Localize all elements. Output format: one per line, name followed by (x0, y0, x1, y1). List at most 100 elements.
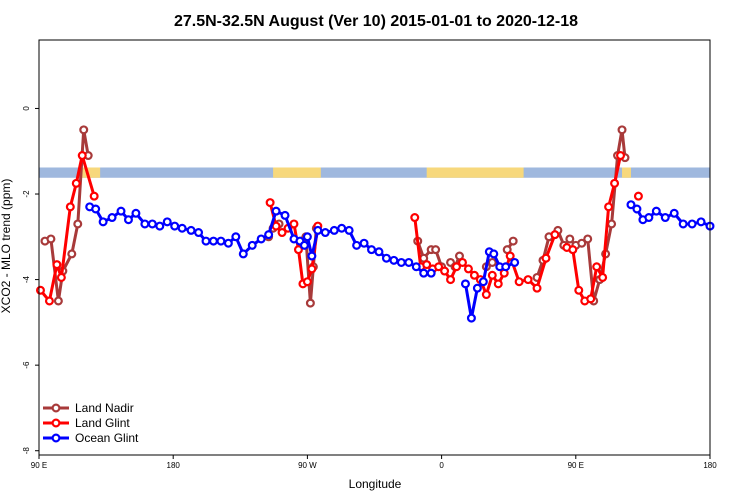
land-glint-point (505, 251, 515, 261)
land-glint-point (452, 262, 462, 272)
land-glint-point (271, 221, 281, 231)
y-tick-label: 0 (22, 106, 31, 111)
x-tick-label: 180 (167, 461, 181, 470)
ocean-glint-point (678, 219, 688, 229)
ocean-glint-point (177, 223, 187, 233)
land-glint-point (592, 262, 602, 272)
land-glint-point (65, 202, 75, 212)
ocean-glint-point (344, 225, 354, 235)
ocean-glint-point (489, 249, 499, 259)
ocean-glint-point (367, 245, 377, 255)
ocean-glint-point (466, 313, 476, 323)
ocean-glint-point (98, 217, 108, 227)
ocean-glint-point (216, 236, 226, 246)
land-nadir-point (607, 219, 617, 229)
ocean-glint-point (271, 206, 281, 216)
legend-land-glint-label: Land Glint (75, 416, 130, 430)
land-glint-point (610, 178, 620, 188)
ocean-glint-point (162, 217, 172, 227)
land-band-1 (273, 167, 321, 178)
land-nadir-point (67, 249, 77, 259)
legend-land-nadir-label: Land Nadir (75, 401, 134, 415)
ocean-glint-point (359, 238, 369, 248)
ocean-glint-point (510, 257, 520, 267)
x-axis: 90 E 180 90 W 0 90 E 180 (31, 455, 717, 470)
ocean-glint-point (91, 204, 101, 214)
ocean-glint-point (116, 206, 126, 216)
land-glint-point (550, 230, 560, 240)
ocean-glint-point (223, 238, 233, 248)
ocean-glint-point (140, 219, 150, 229)
land-nadir-point (583, 234, 593, 244)
land-glint-point (410, 213, 420, 223)
chart-title: 27.5N-32.5N August (Ver 10) 2015-01-01 t… (174, 13, 578, 30)
ocean-glint-point (208, 236, 218, 246)
ocean-glint-point (186, 225, 196, 235)
land-glint-point (422, 260, 432, 270)
land-glint-point (514, 277, 524, 287)
land-glint-point (532, 283, 542, 293)
ocean-glint-point (374, 247, 384, 257)
land-nadir-point (508, 236, 518, 246)
land-nadir-point (617, 125, 627, 135)
y-tick-label: -2 (22, 190, 31, 198)
land-glint-point (77, 151, 87, 161)
land-glint-point (463, 264, 473, 274)
land-glint-point (44, 296, 54, 306)
ocean-glint-point (320, 228, 330, 238)
land-glint-point (71, 178, 81, 188)
ocean-glint-point (352, 240, 362, 250)
land-glint-point (265, 198, 275, 208)
ocean-glint-point (299, 240, 309, 250)
land-mask-band (39, 167, 710, 178)
y-tick-label: -4 (22, 275, 31, 283)
x-tick-label: 180 (703, 461, 717, 470)
ocean-glint-point (460, 279, 470, 289)
land-glint-point (481, 290, 491, 300)
land-glint-point (307, 264, 317, 274)
land-nadir-point (53, 296, 63, 306)
legend-land-nadir-marker (51, 403, 61, 413)
ocean-glint-point (170, 221, 180, 231)
land-glint-line-0 (39, 154, 96, 303)
y-tick-label: -6 (22, 361, 31, 369)
land-nadir-point (577, 238, 587, 248)
land-glint-line-3 (566, 155, 622, 303)
legend-land-glint-marker (51, 418, 61, 428)
plot-frame (38, 39, 711, 456)
land-glint-point (616, 151, 626, 161)
x-tick-label: 90 W (298, 461, 317, 470)
ocean-glint-point (419, 268, 429, 278)
y-axis-label: XCO2 - MLO trend (ppm) (0, 179, 13, 314)
ocean-glint-point (329, 225, 339, 235)
land-band-0 (79, 167, 101, 178)
ocean-glint-point (389, 255, 399, 265)
ocean-glint-point (472, 283, 482, 293)
legend-ocean-glint-marker (51, 433, 61, 443)
ocean-glint-point (256, 234, 266, 244)
x-tick-label: 90 E (568, 461, 584, 470)
land-glint-point (586, 294, 596, 304)
land-glint-point (446, 275, 456, 285)
ocean-glint-point (404, 257, 414, 267)
ocean-glint-point (107, 213, 117, 223)
land-glint-point (568, 245, 578, 255)
land-glint-point (293, 245, 303, 255)
ocean-glint-point (147, 219, 157, 229)
ocean-glint-point (264, 230, 274, 240)
ocean-glint-point (669, 208, 679, 218)
ocean-glint-point (478, 277, 488, 287)
ocean-glint-point (696, 217, 706, 227)
series-layer (35, 125, 715, 323)
y-tick-label: -8 (22, 447, 31, 455)
land-nadir-line-7 (535, 128, 627, 303)
ocean-glint-point (396, 257, 406, 267)
ocean-glint-point (381, 253, 391, 263)
land-glint-point (440, 266, 450, 276)
land-nadir-point (79, 125, 89, 135)
y-axis: 0 -2 -4 -6 -8 (22, 106, 39, 455)
land-nadir-point (305, 298, 315, 308)
land-band-3 (622, 167, 631, 178)
